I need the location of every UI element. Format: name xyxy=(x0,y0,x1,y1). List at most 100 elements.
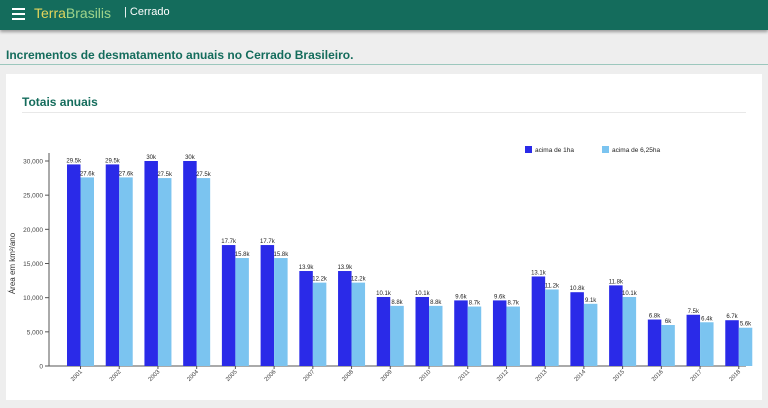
bar-acima-1ha xyxy=(183,161,197,366)
card-title: Totais anuais xyxy=(22,95,98,109)
bar-acima-1ha xyxy=(376,296,391,366)
bar-acima-1ha xyxy=(221,245,236,366)
bar-acima-1ha xyxy=(609,285,623,366)
brand-part-2: Brasilis xyxy=(65,5,112,21)
legend-label: acima de 6,25ha xyxy=(612,147,660,154)
card-divider xyxy=(22,112,746,113)
x-tick-label: 2002 xyxy=(109,369,123,383)
section-title: | Cerrado xyxy=(124,6,170,18)
x-tick-label: 2008 xyxy=(341,369,355,383)
x-tick-label: 2013 xyxy=(535,369,549,383)
bar-value-label: 12.2k xyxy=(312,277,328,283)
bar-value-label: 12.2k xyxy=(351,277,367,283)
x-tick-label: 2004 xyxy=(186,369,200,383)
x-tick-label: 2007 xyxy=(303,369,317,383)
y-tick-label: 25,000 xyxy=(23,193,43,200)
bar-acima-625ha xyxy=(545,289,559,366)
x-tick-label: 2017 xyxy=(690,369,704,383)
bar-value-label: 17.7k xyxy=(221,239,237,245)
bar-value-label: 27.5k xyxy=(157,172,173,178)
x-tick-label: 2015 xyxy=(612,369,626,383)
title-divider xyxy=(0,64,768,65)
bar-value-label: 9.1k xyxy=(585,298,597,304)
brand-part-1: Terra xyxy=(34,5,66,21)
bar-acima-625ha xyxy=(467,306,482,366)
y-tick-label: 5,000 xyxy=(27,329,44,336)
bar-value-label: 27.6k xyxy=(80,171,96,177)
legend-swatch xyxy=(602,146,609,153)
x-tick-label: 2011 xyxy=(458,369,472,383)
bar-acima-625ha xyxy=(390,305,404,366)
x-tick-label: 2012 xyxy=(496,369,510,383)
bar-acima-625ha xyxy=(119,177,133,366)
y-tick-label: 30,000 xyxy=(23,159,43,166)
bar-value-label: 27.5k xyxy=(196,172,212,178)
bar-acima-1ha xyxy=(338,271,352,366)
bar-acima-625ha xyxy=(196,178,211,366)
hamburger-menu-icon[interactable] xyxy=(12,8,25,20)
bar-value-label: 15.8k xyxy=(274,252,290,258)
brand-logo[interactable]: TerraBrasilis xyxy=(34,4,111,22)
bar-acima-1ha xyxy=(725,320,739,366)
bar-acima-625ha xyxy=(661,325,675,366)
bar-acima-625ha xyxy=(429,305,443,366)
x-tick-label: 2001 xyxy=(70,369,84,383)
bar-value-label: 10.1k xyxy=(415,291,431,297)
bar-value-label: 29.5k xyxy=(66,158,82,164)
bar-value-label: 30k xyxy=(185,155,196,161)
bar-acima-625ha xyxy=(506,306,520,366)
bar-acima-1ha xyxy=(299,271,313,366)
bar-value-label: 9.6k xyxy=(455,294,467,300)
x-tick-label: 2006 xyxy=(264,369,278,383)
bar-acima-625ha xyxy=(157,178,172,366)
bar-acima-1ha xyxy=(105,164,120,366)
bar-value-label: 13.1k xyxy=(531,270,547,276)
bar-acima-625ha xyxy=(274,258,288,366)
bar-acima-625ha xyxy=(583,303,598,366)
x-tick-label: 2010 xyxy=(419,369,433,383)
bar-value-label: 11.2k xyxy=(545,283,560,289)
y-tick-label: 0 xyxy=(39,364,43,371)
bar-acima-625ha xyxy=(622,296,637,366)
bar-acima-1ha xyxy=(260,245,275,366)
bar-value-label: 6.8k xyxy=(649,314,661,320)
x-tick-label: 2003 xyxy=(148,369,162,383)
bar-value-label: 8.7k xyxy=(469,301,481,307)
x-tick-label: 2014 xyxy=(574,369,588,383)
chart-card: Totais anuais 0 5,000 10,000 15,000 20,000 25… xyxy=(6,74,762,400)
legend-label: acima de 1ha xyxy=(535,147,574,154)
y-tick-label: 10,000 xyxy=(23,295,43,302)
bar-acima-625ha xyxy=(235,258,249,366)
bar-acima-625ha xyxy=(312,282,327,366)
bar-acima-625ha xyxy=(700,322,714,366)
y-tick-label: 15,000 xyxy=(23,261,43,268)
bar-acima-625ha xyxy=(80,177,94,366)
bar-value-label: 11.8k xyxy=(609,279,624,285)
bar-value-label: 8.8k xyxy=(391,300,403,306)
bar-acima-1ha xyxy=(492,300,507,366)
bar-chart: 0 5,000 10,000 15,000 20,000 25,000 30,000 Área… xyxy=(8,146,753,383)
bar-value-label: 7.5k xyxy=(688,309,700,315)
bar-value-label: 6.7k xyxy=(726,314,738,320)
bar-value-label: 8.8k xyxy=(430,300,442,306)
bar-value-label: 10.8k xyxy=(570,286,586,292)
bar-acima-1ha xyxy=(686,314,701,366)
legend-swatch xyxy=(525,146,532,153)
bar-value-label: 8.7k xyxy=(508,301,520,307)
bar-acima-1ha xyxy=(454,300,468,366)
x-tick-label: 2016 xyxy=(651,369,665,383)
bar-value-label: 29.5k xyxy=(105,158,121,164)
bar-acima-1ha xyxy=(144,161,158,366)
bar-value-label: 13.9k xyxy=(337,265,353,271)
y-axis-label: Área em km²/ano xyxy=(8,232,17,294)
bar-value-label: 6k xyxy=(665,319,672,325)
bar-acima-1ha xyxy=(67,164,81,366)
bar-value-label: 30k xyxy=(146,155,157,161)
bar-value-label: 10.1k xyxy=(376,291,392,297)
bar-value-label: 15.8k xyxy=(235,252,251,258)
bar-value-label: 9.6k xyxy=(494,294,506,300)
bar-value-label: 6.4k xyxy=(701,316,713,322)
bar-acima-625ha xyxy=(351,282,366,366)
page-title: Incrementos de desmatamento anuais no Ce… xyxy=(6,48,354,62)
bar-value-label: 10.1k xyxy=(622,291,638,297)
